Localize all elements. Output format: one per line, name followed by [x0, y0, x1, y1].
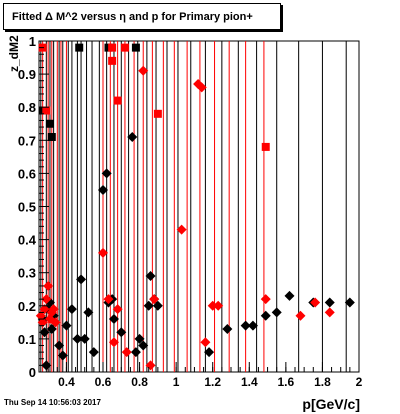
x-tick-label: 1.8 [314, 375, 331, 389]
y-tick-label: 0.3 [18, 266, 36, 281]
chart-title: Fitted Δ M^2 versus η and p for Primary … [3, 3, 281, 30]
y-tick-label: 0.5 [18, 200, 36, 215]
data-point-diamond-red [39, 304, 50, 315]
x-tick-label: 0.4 [58, 375, 75, 389]
axes-layer: 0.4 0.6 0.8 1 1.2 1.4 1.6 1.8 2 0 0.1 0.2 0.3 0.4 0.5 0… [18, 34, 363, 389]
data-point-diamond-red [121, 347, 132, 358]
data-point-diamond-red [108, 337, 119, 348]
timestamp: Thu Sep 14 10:56:03 2017 [4, 398, 101, 407]
data-point-diamond-black [324, 297, 335, 308]
x-tick-label: 1.4 [241, 375, 258, 389]
y-tick-label: 0 [29, 365, 36, 380]
data-point-diamond-black [222, 323, 233, 334]
y-axis-label: z_dM2 [7, 35, 21, 72]
data-point-diamond-black [39, 327, 50, 338]
data-point-diamond-black [116, 327, 127, 338]
data-point-square-black [75, 43, 84, 52]
data-point-diamond-red [112, 304, 123, 315]
y-tick-label: 0.8 [18, 100, 36, 115]
data-point-diamond-black [152, 300, 163, 311]
data-point-diamond-black [344, 297, 355, 308]
y-tick-label: 1 [29, 34, 36, 49]
data-point-diamond-black [284, 290, 295, 301]
y-tick-label: 0.9 [18, 67, 36, 82]
data-point-square-red [108, 43, 117, 52]
data-point-diamond-red [98, 247, 108, 258]
data-points-layer [35, 43, 355, 371]
data-point-diamond-red [324, 307, 335, 318]
data-point-square-red [108, 56, 117, 65]
y-tick-label: 0.4 [18, 233, 37, 248]
data-point-diamond-red [48, 304, 59, 315]
data-point-diamond-red [145, 360, 156, 371]
data-point-diamond-black [247, 320, 258, 331]
y-tick-label: 0.1 [18, 332, 36, 347]
data-point-square-black [47, 132, 56, 141]
data-point-square-red [153, 109, 162, 118]
data-point-diamond-black [101, 168, 112, 179]
data-point-diamond-black [143, 300, 154, 311]
data-point-square-red [261, 142, 270, 151]
data-point-square-black [131, 43, 140, 52]
x-tick-label: 1.6 [278, 375, 295, 389]
x-tick-label: 0.8 [131, 375, 148, 389]
data-point-diamond-red [207, 300, 218, 311]
data-point-diamond-red [310, 297, 321, 308]
data-point-diamond-black [127, 131, 138, 142]
data-point-diamond-black [134, 333, 145, 344]
data-point-diamond-black [66, 304, 77, 315]
x-axis-label: p[GeV/c] [302, 396, 360, 412]
data-point-diamond-black [138, 340, 149, 351]
y-tick-label: 0.7 [18, 133, 36, 148]
data-point-diamond-red [295, 310, 306, 321]
data-point-diamond-red [37, 317, 48, 328]
data-point-diamond-black [46, 323, 57, 334]
data-point-square-red [42, 106, 51, 115]
data-point-diamond-black [240, 320, 251, 331]
data-point-diamond-red [138, 65, 149, 76]
data-point-diamond-red [41, 294, 52, 305]
y-tick-label: 0.6 [18, 166, 36, 181]
data-point-diamond-black [88, 347, 99, 358]
x-tick-label: 2 [356, 375, 363, 389]
y-tick-label: 0.2 [18, 299, 36, 314]
data-point-diamond-red [200, 337, 211, 348]
data-point-diamond-black [76, 274, 87, 285]
x-tick-label: 0.6 [95, 375, 112, 389]
data-point-diamond-black [108, 314, 119, 325]
data-point-diamond-red [213, 300, 224, 311]
data-point-diamond-black [260, 310, 271, 321]
data-point-diamond-black [61, 320, 72, 331]
data-point-diamond-red [103, 294, 114, 305]
data-point-diamond-red [196, 82, 207, 93]
data-point-diamond-red [50, 317, 61, 328]
data-point-diamond-red [176, 224, 187, 235]
data-point-diamond-red [149, 294, 160, 305]
data-point-diamond-black [57, 350, 68, 361]
data-point-diamond-black [41, 360, 52, 371]
data-point-diamond-black [72, 333, 83, 344]
data-point-square-red [120, 43, 129, 52]
data-point-diamond-black [271, 307, 282, 318]
x-tick-label: 1 [173, 375, 180, 389]
data-point-diamond-black [130, 347, 141, 358]
data-point-diamond-black [79, 333, 90, 344]
data-point-diamond-black [204, 347, 215, 358]
data-point-diamond-red [43, 280, 54, 291]
data-point-diamond-red [260, 294, 271, 305]
data-point-square-red [113, 96, 122, 105]
data-point-diamond-black [83, 307, 94, 318]
x-tick-label: 1.2 [204, 375, 221, 389]
data-point-diamond-black [98, 184, 108, 195]
data-point-diamond-black [145, 271, 156, 282]
data-point-diamond-black [54, 340, 65, 351]
data-point-square-black [45, 119, 54, 128]
